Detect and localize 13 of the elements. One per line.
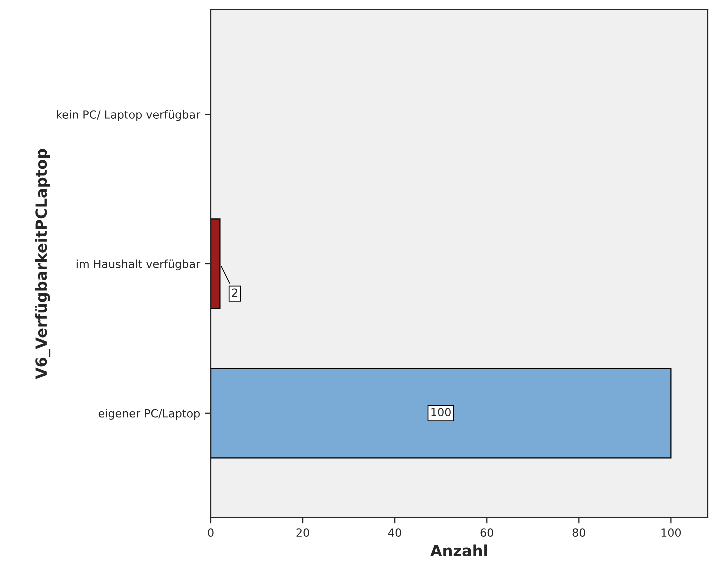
x-tick-label: 20 bbox=[296, 528, 310, 538]
y-tick-label: im Haushalt verfügbar bbox=[76, 260, 201, 271]
y-axis-title: V6_VerfügbarkeitPCLaptop bbox=[35, 149, 51, 380]
data-label: 100 bbox=[432, 408, 451, 417]
x-tick-label: 100 bbox=[662, 528, 682, 538]
x-tick-label: 40 bbox=[388, 528, 402, 538]
x-tick-label: 60 bbox=[480, 528, 494, 538]
data-label: 2 bbox=[232, 288, 238, 297]
x-axis-title: Anzahl bbox=[430, 544, 488, 557]
y-tick-label: kein PC/ Laptop verfügbar bbox=[57, 110, 201, 122]
x-tick-label: 80 bbox=[572, 528, 586, 538]
y-tick-label: eigener PC/Laptop bbox=[98, 409, 200, 420]
x-tick-label: 0 bbox=[208, 528, 214, 538]
